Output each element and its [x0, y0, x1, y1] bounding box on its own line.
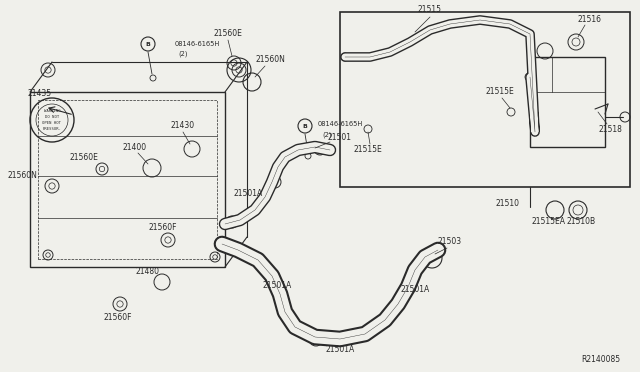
- Text: 21515EA: 21515EA: [531, 218, 565, 227]
- Text: R2140085: R2140085: [581, 356, 620, 365]
- Text: 21510B: 21510B: [566, 218, 596, 227]
- Text: 21503: 21503: [438, 237, 462, 247]
- Bar: [530, 57, 605, 147]
- Text: 21501A: 21501A: [234, 189, 262, 199]
- Text: WARNING: WARNING: [44, 109, 60, 113]
- Bar: [38, 100, 217, 259]
- Text: 21560N: 21560N: [7, 171, 37, 180]
- Text: 21518: 21518: [598, 125, 622, 135]
- Text: 21501: 21501: [328, 132, 352, 141]
- Text: DO NOT: DO NOT: [45, 115, 59, 119]
- Text: 21430: 21430: [171, 122, 195, 131]
- Text: B: B: [145, 42, 150, 46]
- Text: (2): (2): [178, 51, 188, 57]
- Text: 21501A: 21501A: [401, 285, 429, 295]
- Text: 21501A: 21501A: [325, 346, 355, 355]
- Text: PRESSUR.: PRESSUR.: [42, 127, 61, 131]
- Text: 08146-6165H: 08146-6165H: [175, 41, 220, 47]
- Text: OPEN HOT: OPEN HOT: [42, 121, 61, 125]
- Text: 21560F: 21560F: [148, 224, 177, 232]
- Bar: [340, 12, 630, 187]
- Text: 21435: 21435: [28, 90, 52, 99]
- Text: 21516: 21516: [578, 15, 602, 23]
- Text: 21515: 21515: [418, 6, 442, 15]
- Text: 21515E: 21515E: [354, 145, 382, 154]
- Text: 21510: 21510: [496, 199, 520, 208]
- Text: (2): (2): [322, 132, 332, 138]
- Text: 21560F: 21560F: [104, 312, 132, 321]
- Text: 21480: 21480: [136, 267, 160, 276]
- Text: 08146-6165H: 08146-6165H: [318, 121, 364, 127]
- Text: 21560N: 21560N: [255, 55, 285, 64]
- Text: B: B: [303, 124, 307, 128]
- Text: 21560E: 21560E: [69, 153, 98, 161]
- Text: 21560E: 21560E: [214, 29, 243, 38]
- Text: 21400: 21400: [123, 142, 147, 151]
- Text: 21501A: 21501A: [262, 282, 292, 291]
- Bar: [30, 92, 225, 267]
- Text: 21515E: 21515E: [486, 87, 515, 96]
